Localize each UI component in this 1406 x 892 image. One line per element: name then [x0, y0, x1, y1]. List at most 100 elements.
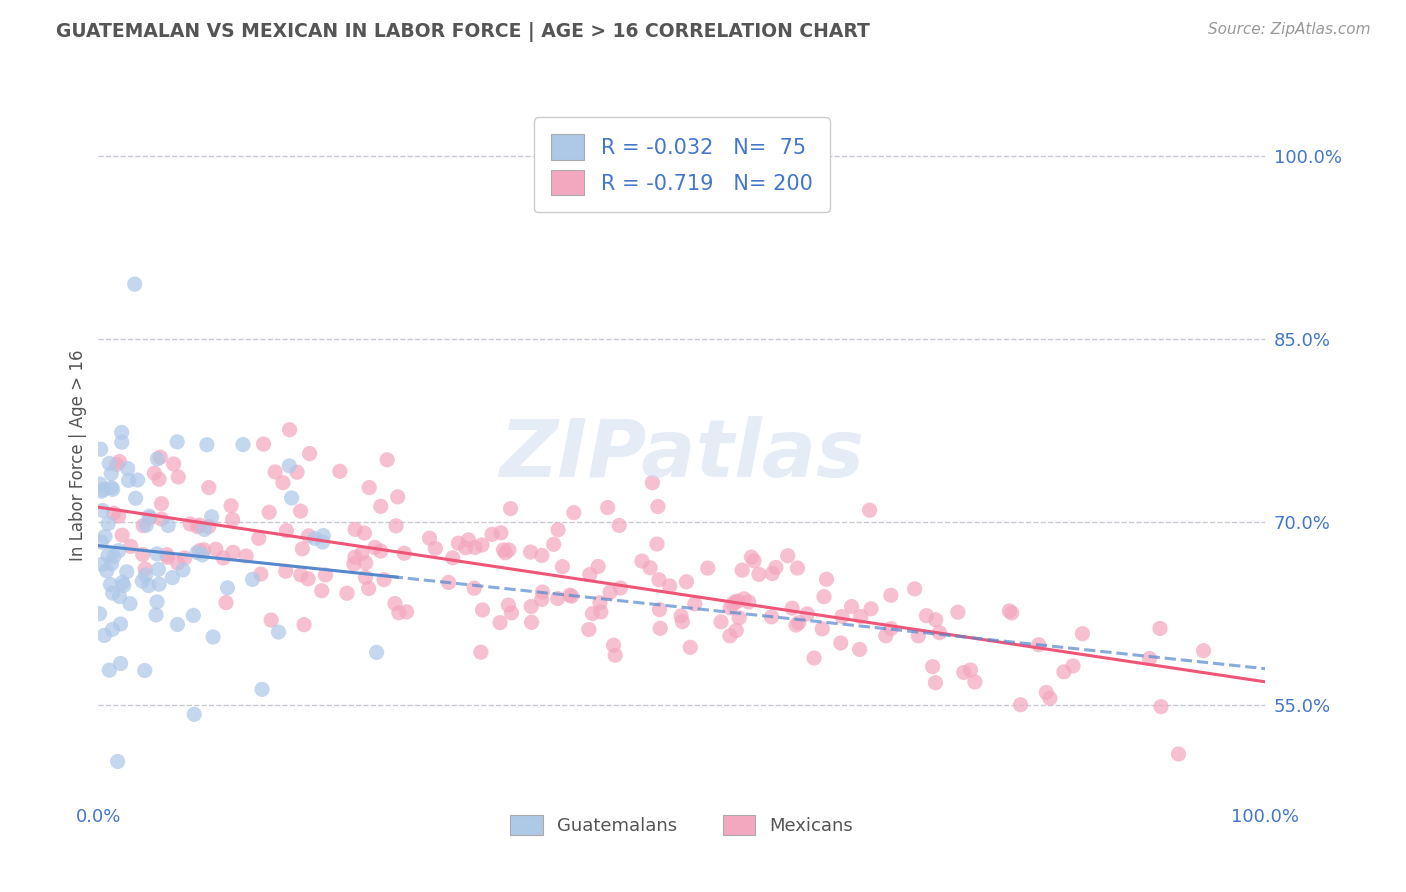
Point [384, 597, 406, 611]
Point [290, 567, 312, 582]
Point [179, 516, 201, 531]
Point [336, 586, 359, 600]
Point [1035, 685, 1057, 699]
Point [669, 608, 692, 623]
Point [221, 513, 243, 527]
Point [589, 596, 612, 610]
Point [1062, 658, 1084, 673]
Point [419, 531, 441, 545]
Point [471, 603, 494, 617]
Point [157, 518, 180, 533]
Point [202, 630, 225, 644]
Point [111, 528, 134, 542]
Text: GUATEMALAN VS MEXICAN IN LABOR FORCE | AGE > 16 CORRELATION CHART: GUATEMALAN VS MEXICAN IN LABOR FORCE | A… [56, 22, 870, 42]
Point [343, 557, 366, 571]
Point [831, 609, 853, 624]
Point [280, 491, 302, 505]
Point [354, 570, 377, 584]
Point [150, 512, 173, 526]
Point [290, 504, 312, 518]
Point [111, 425, 134, 440]
Point [718, 600, 741, 615]
Point [543, 537, 565, 551]
Point [499, 501, 522, 516]
Point [733, 591, 755, 606]
Point [134, 562, 156, 576]
Point [738, 595, 761, 609]
Point [110, 617, 132, 632]
Point [312, 528, 335, 542]
Point [928, 625, 950, 640]
Point [357, 582, 380, 596]
Point [675, 574, 697, 589]
Point [276, 524, 298, 538]
Point [1071, 626, 1094, 640]
Point [93, 628, 115, 642]
Point [786, 561, 808, 575]
Point [1149, 622, 1171, 636]
Point [193, 542, 215, 557]
Point [718, 629, 741, 643]
Point [162, 571, 184, 585]
Point [578, 623, 600, 637]
Point [370, 500, 392, 514]
Point [520, 599, 543, 614]
Point [291, 541, 314, 556]
Point [501, 606, 523, 620]
Point [212, 551, 235, 566]
Point [841, 599, 863, 614]
Point [1150, 699, 1173, 714]
Point [1053, 665, 1076, 679]
Point [90, 442, 112, 457]
Point [343, 550, 366, 565]
Point [285, 465, 308, 479]
Point [235, 549, 257, 563]
Point [447, 536, 470, 550]
Point [780, 601, 803, 615]
Point [297, 572, 319, 586]
Point [776, 549, 799, 563]
Point [683, 597, 706, 611]
Point [366, 645, 388, 659]
Point [100, 557, 122, 571]
Point [107, 755, 129, 769]
Point [963, 675, 986, 690]
Point [148, 577, 170, 591]
Point [437, 575, 460, 590]
Point [145, 607, 167, 622]
Point [353, 526, 375, 541]
Point [131, 574, 153, 588]
Point [602, 638, 624, 652]
Point [457, 533, 479, 547]
Point [91, 558, 114, 572]
Point [813, 590, 835, 604]
Point [247, 532, 270, 546]
Point [494, 546, 516, 560]
Point [551, 559, 574, 574]
Point [498, 598, 520, 612]
Point [492, 542, 515, 557]
Point [519, 545, 541, 559]
Point [232, 437, 254, 451]
Point [131, 548, 153, 562]
Point [204, 542, 226, 557]
Point [329, 464, 352, 478]
Point [195, 438, 218, 452]
Point [671, 615, 693, 629]
Point [815, 572, 838, 586]
Point [217, 581, 239, 595]
Point [101, 623, 124, 637]
Point [860, 602, 883, 616]
Point [148, 472, 170, 486]
Point [599, 585, 621, 599]
Point [558, 588, 581, 602]
Point [907, 629, 929, 643]
Point [425, 541, 447, 556]
Point [375, 452, 398, 467]
Point [118, 597, 141, 611]
Point [742, 554, 765, 568]
Point [215, 596, 238, 610]
Point [257, 505, 280, 519]
Point [98, 663, 121, 677]
Point [278, 458, 301, 473]
